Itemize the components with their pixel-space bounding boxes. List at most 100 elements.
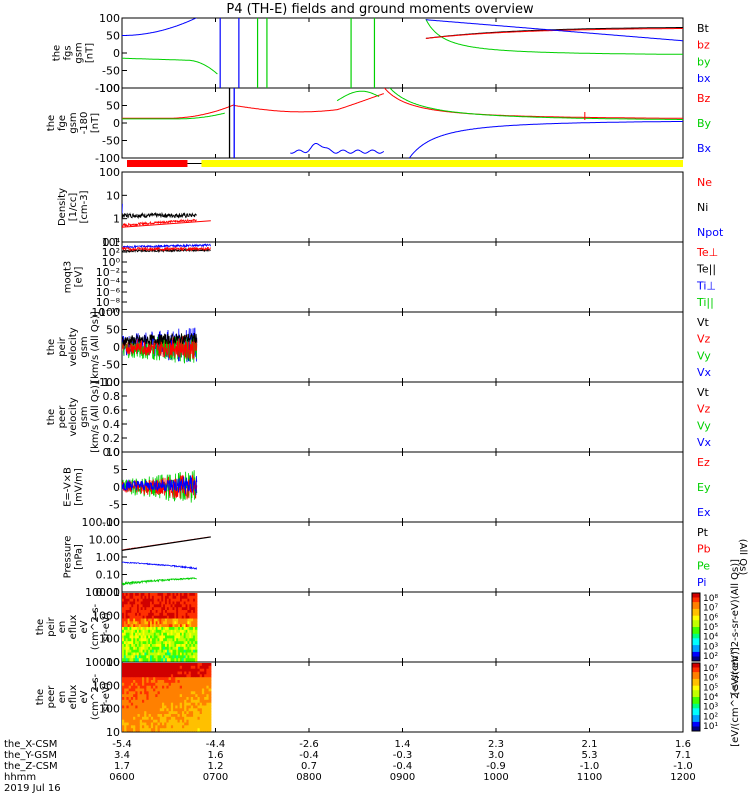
spectrogram-cell xyxy=(122,697,125,701)
spectrogram-cell xyxy=(163,610,166,614)
spectrogram-cell xyxy=(190,674,194,678)
spectrogram-cell xyxy=(176,649,179,654)
spectrogram-cell xyxy=(146,677,150,681)
spectrogram-cell xyxy=(142,668,145,673)
y-axis-label-line: eflux xyxy=(68,615,79,640)
spectrogram-cell xyxy=(172,601,175,605)
spectrogram-cell xyxy=(133,714,136,718)
spectrogram-cell xyxy=(186,716,190,721)
spectrogram-cell xyxy=(133,685,136,690)
spectrogram-cell xyxy=(195,719,199,724)
spectrogram-cell xyxy=(194,627,198,631)
spectrogram-cell xyxy=(197,671,201,675)
spectrogram-cell xyxy=(164,674,167,678)
spectrogram-cell xyxy=(208,682,212,687)
spectrogram-cell xyxy=(127,627,131,631)
colorbar-band xyxy=(692,595,700,599)
spectrogram-cell xyxy=(162,665,165,670)
legend-Bx: Bx xyxy=(697,142,712,155)
spectrogram-cell xyxy=(185,610,189,614)
spectrogram-cell xyxy=(166,725,170,729)
spectrogram-cell xyxy=(133,604,136,608)
spectrogram-cell xyxy=(197,725,201,729)
spectrogram-cell xyxy=(151,604,155,608)
spectrogram-cell xyxy=(179,708,183,712)
spectrogram-cell xyxy=(183,632,187,637)
spectrogram-cell xyxy=(148,708,152,712)
spectrogram-cell xyxy=(165,641,168,645)
spectrogram-cell xyxy=(133,638,136,642)
spectrogram-cell xyxy=(159,615,162,620)
spectrogram-cell xyxy=(173,728,176,732)
spectrogram-cell xyxy=(201,719,205,724)
spectrogram-cell xyxy=(135,641,138,645)
spectrogram-cell xyxy=(142,615,146,620)
spectrogram-cell xyxy=(183,618,187,622)
spectrogram-cell xyxy=(126,714,130,718)
spectrogram-cell xyxy=(182,728,185,732)
spectrogram-cell xyxy=(150,665,154,670)
legend-Te||: Te|| xyxy=(696,263,716,276)
spectrogram-cell xyxy=(142,621,146,625)
y-tick-label: 0.6 xyxy=(103,404,121,417)
spectrogram-cell xyxy=(131,632,134,637)
spectrogram-cell xyxy=(194,604,198,608)
spectrogram-cell xyxy=(144,607,147,611)
spectrogram-cell xyxy=(180,615,183,620)
spectrogram-cell xyxy=(172,618,175,622)
spectrogram-cell xyxy=(188,685,192,690)
spectrogram-cell xyxy=(150,652,153,656)
spectrogram-cell xyxy=(162,663,165,667)
spectrogram-cell xyxy=(128,682,132,687)
spectrogram-cell xyxy=(170,601,174,605)
spectrogram-cell xyxy=(148,714,152,718)
spectrogram-cell xyxy=(148,716,152,721)
y-axis-label-line: en xyxy=(57,621,68,634)
spectrogram-cell xyxy=(148,694,152,698)
spectrogram-cell xyxy=(177,677,181,681)
spectrogram-cell xyxy=(197,699,201,704)
spectrogram-cell xyxy=(186,705,190,709)
spectrogram-cell xyxy=(168,668,172,673)
y-tick-label: 1000 xyxy=(92,679,120,692)
spectrogram-cell xyxy=(144,702,147,707)
spectrogram-cell xyxy=(191,621,194,625)
spectrogram-cell xyxy=(122,682,125,687)
spectrogram-cell xyxy=(133,655,136,659)
spectrogram-cell xyxy=(187,644,190,648)
spectrogram-cell xyxy=(153,655,157,659)
spectrogram-cell xyxy=(170,604,174,608)
spectrogram-cell xyxy=(188,691,192,695)
spectrogram-cell xyxy=(165,595,168,600)
spectrogram-cell xyxy=(191,649,194,654)
spectrogram-cell xyxy=(144,638,147,642)
spectrogram-cell xyxy=(184,663,187,667)
spectrogram-cell xyxy=(185,655,189,659)
spectrogram-cell xyxy=(122,668,125,673)
spectrogram-cell xyxy=(186,719,190,724)
spectrogram-cell xyxy=(162,697,165,701)
spectrogram-cell xyxy=(128,694,132,698)
spectrogram-cell xyxy=(153,694,156,698)
spectrogram-cell xyxy=(129,644,132,648)
spectrogram-cell xyxy=(150,694,154,698)
spectrogram-cell xyxy=(188,677,192,681)
spectrogram-cell xyxy=(140,593,144,597)
panel-frame xyxy=(121,311,684,383)
spectrogram-cell xyxy=(137,691,141,695)
y-axis-label-line: moqt3 xyxy=(63,261,74,294)
spectrogram-cell xyxy=(184,668,187,673)
spectrogram-cell xyxy=(195,694,199,698)
spectrogram-cell xyxy=(137,646,140,651)
spectrogram-cell xyxy=(159,714,163,718)
spectrogram-cell xyxy=(153,652,157,656)
spectrogram-cell xyxy=(183,644,187,648)
spectrogram-cell xyxy=(173,722,176,726)
spectrogram-cell xyxy=(148,638,151,642)
spectrogram-cell xyxy=(201,716,205,721)
spectrogram-cell xyxy=(163,612,166,617)
spectrogram-cell xyxy=(193,646,196,651)
spectrogram-cell xyxy=(157,694,161,698)
spectrogram-cell xyxy=(168,632,172,637)
